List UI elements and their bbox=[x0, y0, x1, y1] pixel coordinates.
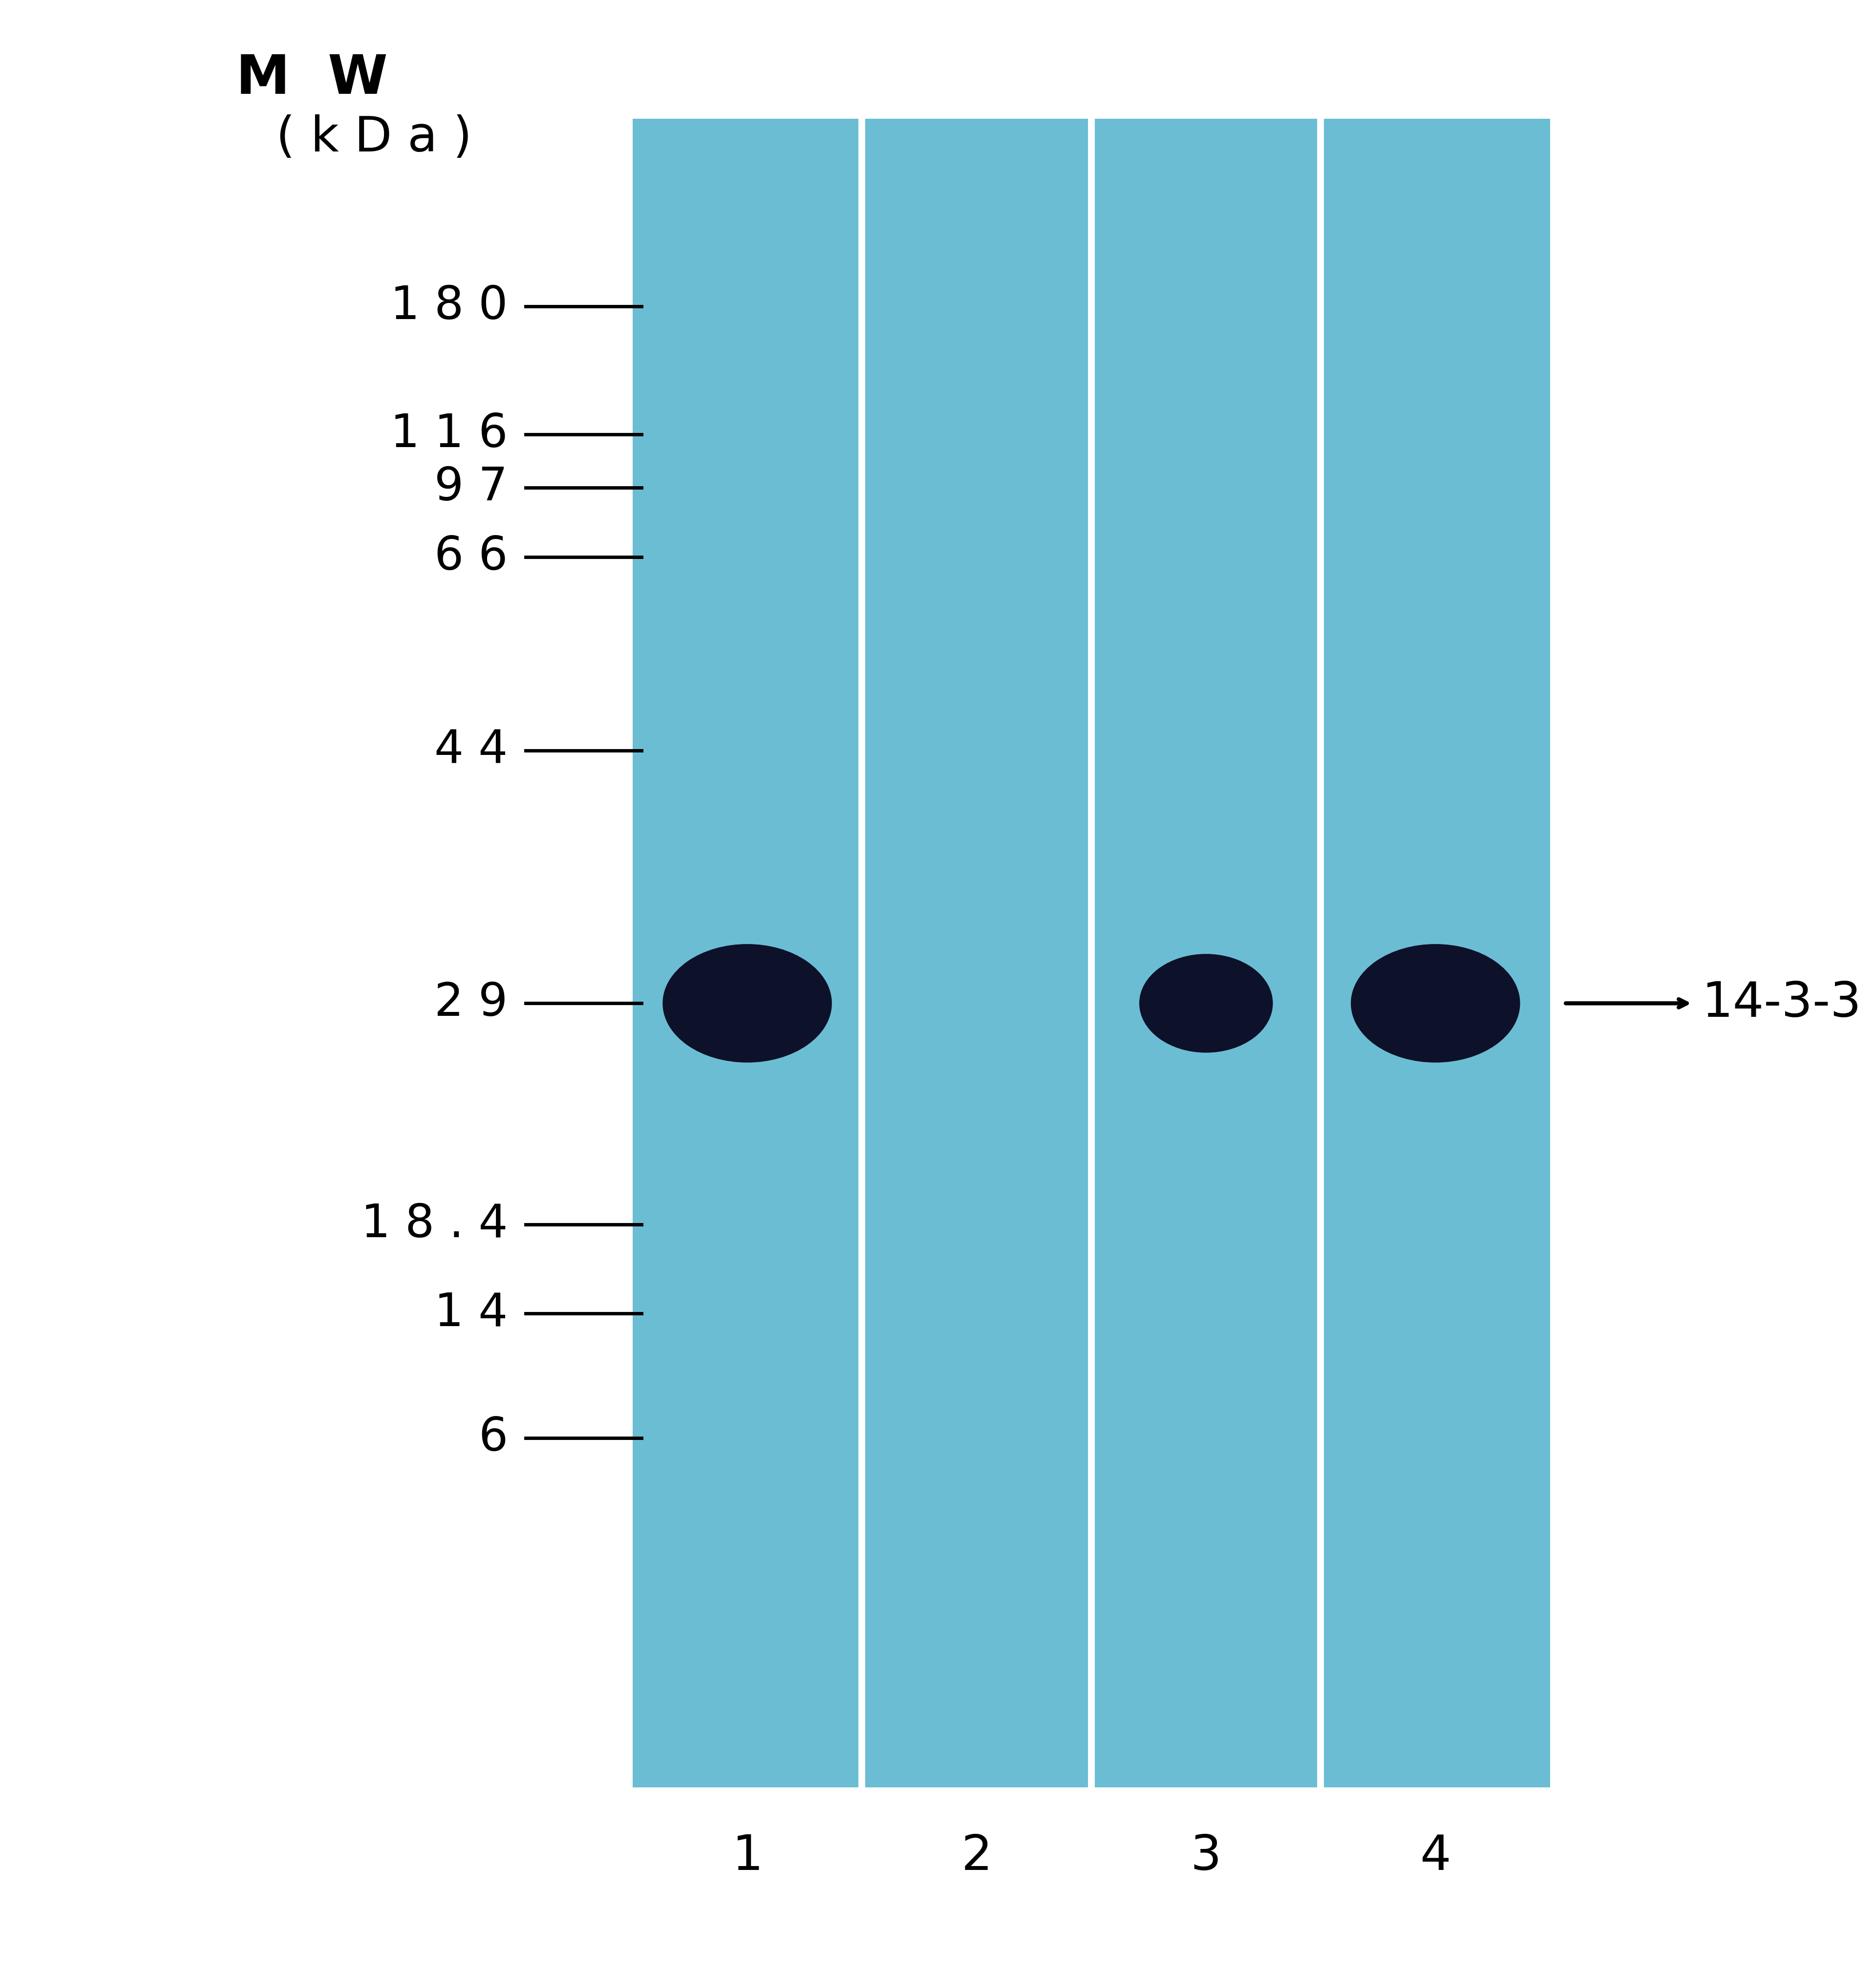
Text: 9 7: 9 7 bbox=[435, 466, 508, 510]
Text: 1 8 . 4: 1 8 . 4 bbox=[360, 1203, 508, 1246]
Ellipse shape bbox=[662, 944, 831, 1063]
Text: ( k D a ): ( k D a ) bbox=[276, 115, 473, 162]
Text: 2: 2 bbox=[961, 1833, 992, 1880]
Text: 2 9: 2 9 bbox=[435, 982, 508, 1025]
Bar bbox=[632, 118, 1550, 1787]
Ellipse shape bbox=[1139, 954, 1274, 1053]
Text: 1 8 0: 1 8 0 bbox=[390, 284, 508, 328]
Text: 1 1 6: 1 1 6 bbox=[390, 413, 508, 456]
Text: 14-3-3: 14-3-3 bbox=[1702, 980, 1861, 1027]
Ellipse shape bbox=[1351, 944, 1520, 1063]
Text: 1 4: 1 4 bbox=[435, 1292, 508, 1335]
Text: 6 6: 6 6 bbox=[433, 535, 508, 579]
Text: 6: 6 bbox=[478, 1416, 508, 1460]
Text: 4 4: 4 4 bbox=[435, 729, 508, 772]
Text: 3: 3 bbox=[1191, 1833, 1221, 1880]
Text: M  W: M W bbox=[236, 53, 388, 105]
Text: 1: 1 bbox=[732, 1833, 764, 1880]
Text: 4: 4 bbox=[1420, 1833, 1450, 1880]
